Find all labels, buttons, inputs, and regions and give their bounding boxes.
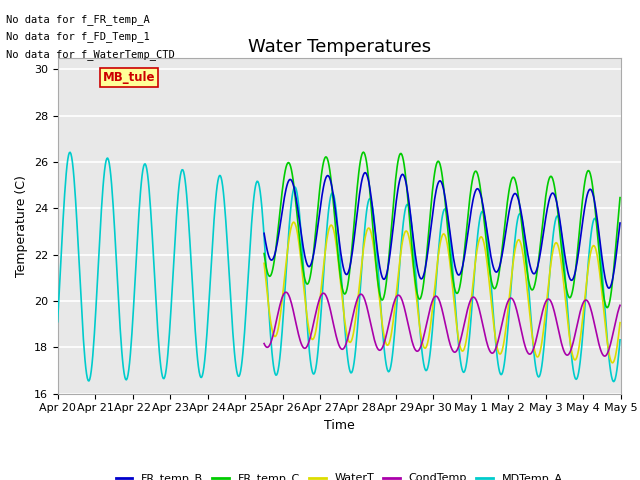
Text: No data for f_FR_temp_A: No data for f_FR_temp_A <box>6 13 150 24</box>
Text: No data for f_FD_Temp_1: No data for f_FD_Temp_1 <box>6 31 150 42</box>
Text: MB_tule: MB_tule <box>102 71 155 84</box>
Legend: FR_temp_B, FR_temp_C, WaterT, CondTemp, MDTemp_A: FR_temp_B, FR_temp_C, WaterT, CondTemp, … <box>111 469 567 480</box>
Text: No data for f_WaterTemp_CTD: No data for f_WaterTemp_CTD <box>6 49 175 60</box>
X-axis label: Time: Time <box>324 419 355 432</box>
Title: Water Temperatures: Water Temperatures <box>248 38 431 56</box>
Y-axis label: Temperature (C): Temperature (C) <box>15 175 28 276</box>
